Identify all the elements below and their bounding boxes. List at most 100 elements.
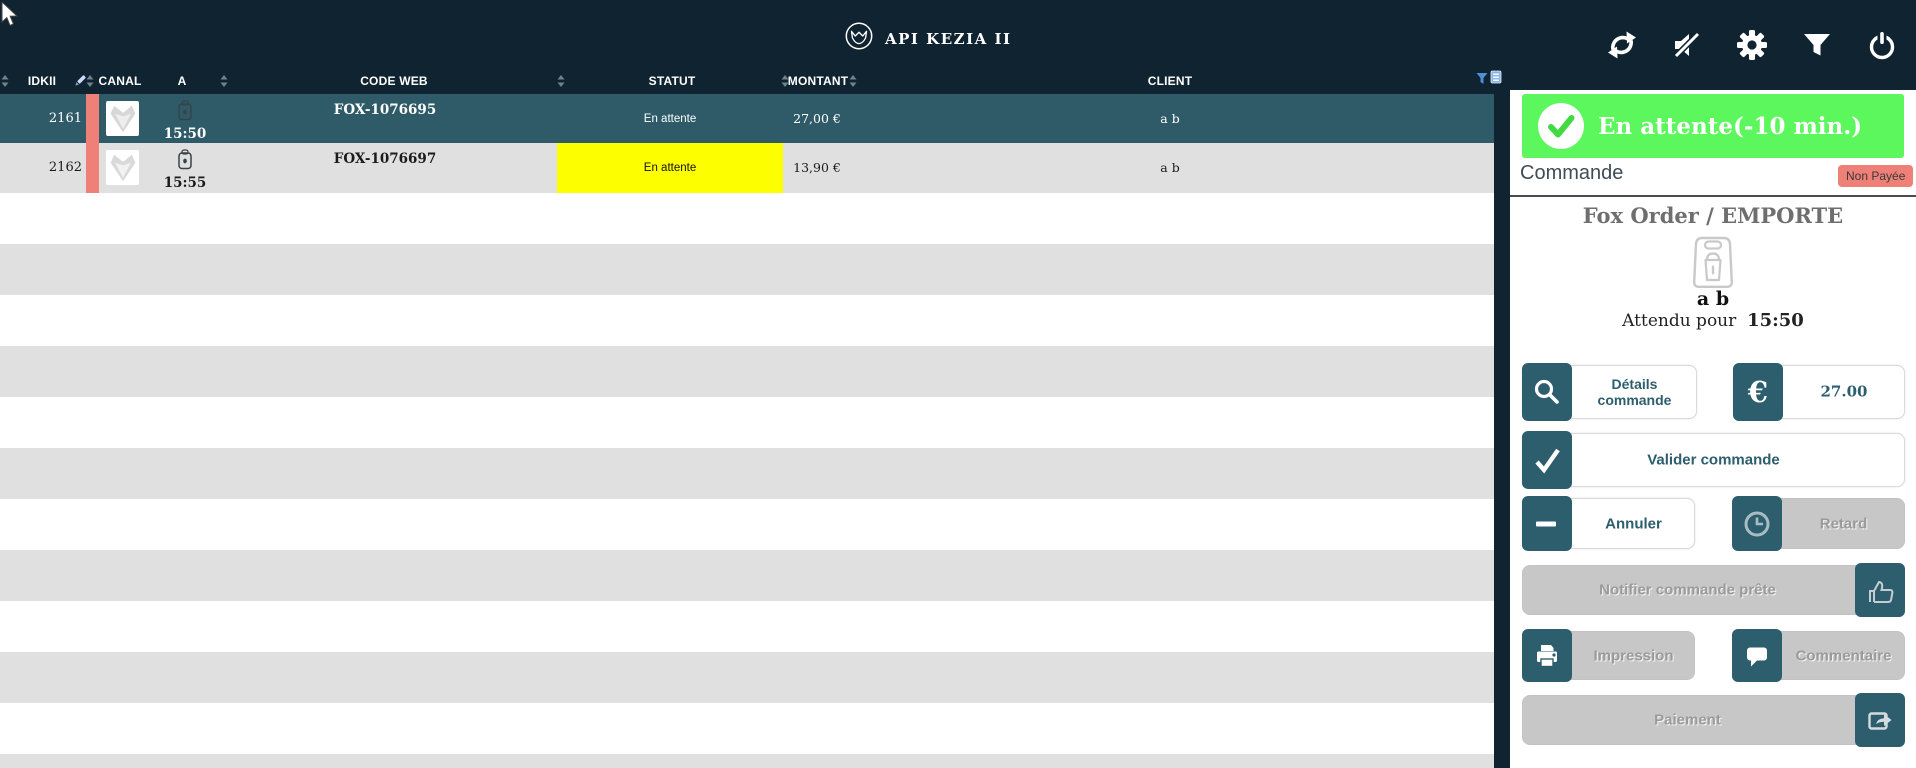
status-banner: En attente(-10 min.)	[1522, 94, 1904, 158]
order-amount: 13,90 €	[793, 160, 841, 175]
notify-ready-button[interactable]: Notifier commande prête	[1522, 563, 1905, 617]
minus-icon	[1522, 496, 1572, 551]
empty-row-stripe	[0, 703, 1494, 754]
print-label: Impression	[1593, 646, 1674, 664]
toolbar	[1605, 28, 1899, 62]
printer-icon	[1522, 629, 1572, 682]
empty-row-stripe	[0, 448, 1494, 499]
col-header-idkii[interactable]: IDKII	[27, 74, 57, 88]
order-id: 2162	[48, 160, 82, 175]
empty-row-stripe	[0, 244, 1494, 295]
order-time: 15:50	[163, 126, 207, 142]
mouse-cursor-icon	[1, 0, 19, 33]
takeaway-bag-icon	[1689, 230, 1737, 288]
empty-row-stripe	[0, 601, 1494, 652]
order-time: 15:55	[163, 175, 207, 191]
cancel-label: Annuler	[1605, 514, 1662, 532]
expected-time-line: Attendu pour 15:50	[1510, 310, 1916, 331]
details-label: Détails commande	[1597, 375, 1672, 408]
section-title: Commande	[1520, 162, 1624, 184]
thumbs-up-icon	[1855, 563, 1905, 617]
order-amount: 27,00 €	[793, 111, 841, 126]
empty-row-stripe	[0, 499, 1494, 550]
payment-status-badge: Non Payée	[1838, 165, 1914, 187]
amount-value: 27.00	[1820, 382, 1868, 401]
column-resize-handle[interactable]	[849, 74, 857, 87]
details-button[interactable]: Détails commande	[1522, 363, 1697, 421]
validate-label: Valider commande	[1647, 451, 1780, 469]
status-banner-text: En attente(-10 min.)	[1598, 112, 1863, 140]
check-icon	[1522, 431, 1572, 489]
order-id: 2161	[48, 111, 82, 126]
gear-icon[interactable]	[1735, 28, 1769, 62]
cancel-button[interactable]: Annuler	[1522, 496, 1695, 551]
empty-row-stripe	[0, 550, 1494, 601]
col-header-canal[interactable]: CANAL	[98, 74, 142, 88]
takeaway-cup-icon	[177, 100, 193, 121]
expected-time: 15:50	[1747, 310, 1804, 331]
order-type: Fox Order / EMPORTE	[1582, 203, 1844, 228]
fox-logo-icon	[843, 20, 875, 57]
col-header-montant[interactable]: MONTANT	[787, 74, 849, 88]
column-resize-handle[interactable]	[1, 74, 9, 87]
speech-bubble-icon	[1732, 629, 1782, 682]
edit-pencil-icon[interactable]	[73, 74, 87, 93]
euro-icon: €	[1733, 363, 1783, 421]
app-header: API KEZIA II	[843, 20, 1012, 57]
column-resize-handle[interactable]	[86, 74, 94, 87]
takeaway-cup-icon	[177, 149, 193, 170]
order-client: a b	[1160, 160, 1180, 175]
payment-button[interactable]: Paiement	[1522, 693, 1905, 747]
orders-table: 2161 15:50 FOX-1076695 En attente 27,00 …	[0, 94, 1494, 768]
alert-bar	[86, 143, 99, 193]
order-code: FOX-1076697	[333, 151, 437, 167]
notify-ready-label: Notifier commande prête	[1599, 581, 1776, 599]
amount-display[interactable]: € 27.00	[1733, 363, 1905, 421]
payment-label: Paiement	[1654, 711, 1721, 729]
divider	[1510, 195, 1916, 197]
comment-button[interactable]: Commentaire	[1732, 629, 1905, 682]
comment-label: Commentaire	[1795, 646, 1892, 664]
column-resize-handle[interactable]	[781, 74, 789, 87]
print-button[interactable]: Impression	[1522, 629, 1695, 682]
refresh-icon[interactable]	[1605, 28, 1639, 62]
column-resize-handle[interactable]	[557, 74, 565, 87]
euro-symbol: €	[1747, 375, 1769, 409]
col-header-statut[interactable]: STATUT	[648, 74, 696, 88]
expected-label: Attendu pour	[1622, 311, 1737, 331]
col-header-client[interactable]: CLIENT	[1147, 74, 1193, 88]
filter-icon[interactable]	[1800, 28, 1834, 62]
column-resize-handle[interactable]	[220, 74, 228, 87]
order-row-selected[interactable]: 2161 15:50 FOX-1076695 En attente 27,00 …	[0, 94, 1494, 143]
order-row[interactable]: 2162 15:55 FOX-1076697 En attente 13,90 …	[0, 143, 1494, 193]
col-header-a[interactable]: A	[177, 74, 187, 88]
customer-name: a b	[1696, 288, 1730, 310]
share-arrow-icon	[1855, 693, 1905, 747]
clock-icon	[1732, 496, 1782, 551]
order-status-highlighted: En attente	[557, 143, 783, 193]
alert-bar	[86, 94, 99, 143]
order-code: FOX-1076695	[333, 102, 437, 118]
col-header-codeweb[interactable]: CODE WEB	[360, 74, 428, 88]
order-detail-panel: En attente(-10 min.) Commande Non Payée …	[1510, 90, 1916, 768]
small-filter-icon[interactable]	[1476, 72, 1488, 90]
clear-filter-icon[interactable]	[1490, 70, 1502, 89]
canal-fox-icon	[106, 150, 139, 185]
app-title: API KEZIA II	[885, 29, 1012, 48]
empty-row-stripe	[0, 193, 1494, 244]
order-status: En attente	[643, 112, 697, 125]
mute-icon[interactable]	[1670, 28, 1704, 62]
empty-row-stripe	[0, 295, 1494, 346]
magnifier-icon	[1522, 363, 1572, 421]
delay-button[interactable]: Retard	[1732, 496, 1905, 551]
order-client: a b	[1160, 111, 1180, 126]
empty-row-stripe	[0, 346, 1494, 397]
delay-label: Retard	[1819, 514, 1868, 532]
empty-row-stripe	[0, 397, 1494, 448]
empty-row-stripe	[0, 652, 1494, 703]
canal-fox-icon	[106, 101, 139, 136]
check-circle-icon	[1538, 103, 1584, 149]
power-icon[interactable]	[1865, 28, 1899, 62]
validate-order-button[interactable]: Valider commande	[1522, 431, 1905, 489]
